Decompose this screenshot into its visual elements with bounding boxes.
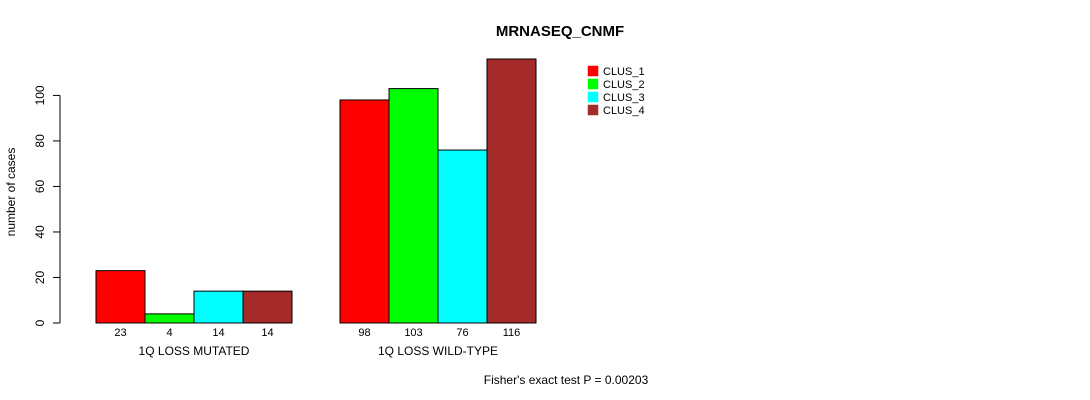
bar-clus-1-group-1 [95, 270, 146, 324]
fisher-annotation: Fisher's exact test P = 0.00203 [484, 373, 649, 387]
bar-value-label: 98 [358, 327, 370, 339]
legend-swatch [587, 91, 599, 103]
bar-value-label: 23 [114, 327, 126, 339]
bar-value-label: 14 [212, 327, 224, 339]
legend-label: CLUS_1 [603, 66, 645, 78]
legend-swatch [587, 104, 599, 116]
legend-label: CLUS_3 [603, 92, 645, 104]
group-labels: 1Q LOSS MUTATED 1Q LOSS WILD-TYPE [139, 344, 498, 358]
y-tick-label: 0 [33, 319, 47, 326]
value-labels: 23 4 14 14 98 103 76 116 [114, 327, 520, 339]
legend-swatch [587, 78, 599, 90]
legend-swatch [587, 65, 599, 77]
legend-label: CLUS_4 [603, 105, 645, 117]
group-label: 1Q LOSS MUTATED [139, 344, 250, 358]
bar-clus-2-group-2 [388, 88, 439, 324]
bar-clus-1-group-2 [339, 99, 390, 324]
group-label: 1Q LOSS WILD-TYPE [378, 344, 498, 358]
y-tick-label: 20 [33, 270, 47, 284]
bar-clus-4-group-1 [242, 290, 293, 324]
bar-clus-3-group-1 [193, 290, 244, 324]
y-tick-label: 40 [33, 225, 47, 239]
y-tick-label: 100 [33, 85, 47, 105]
bar-clus-2-group-1 [144, 313, 195, 324]
bar-value-label: 103 [404, 327, 422, 339]
chart-title: MRNASEQ_CNMF [496, 23, 624, 40]
y-tick-label: 80 [33, 134, 47, 148]
y-axis: 0 20 40 60 80 100 [33, 85, 61, 326]
bar-value-label: 76 [456, 327, 468, 339]
bar-value-label: 14 [261, 327, 273, 339]
y-axis-label: number of cases [4, 148, 18, 237]
y-tick-label: 60 [33, 179, 47, 193]
bar-clus-3-group-2 [437, 149, 488, 324]
bar-value-label: 4 [166, 327, 172, 339]
bars [95, 58, 537, 324]
bar-clus-4-group-2 [486, 58, 537, 324]
bar-value-label: 116 [503, 327, 521, 339]
legend-label: CLUS_2 [603, 79, 645, 91]
